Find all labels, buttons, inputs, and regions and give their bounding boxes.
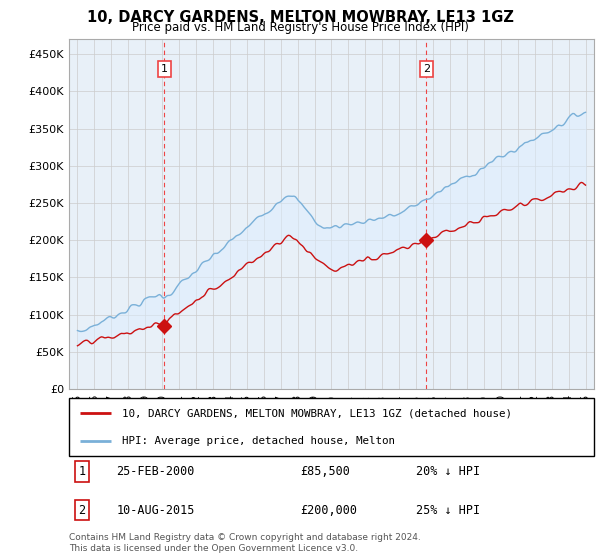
FancyBboxPatch shape	[69, 398, 594, 456]
Text: HPI: Average price, detached house, Melton: HPI: Average price, detached house, Melt…	[121, 436, 395, 446]
Text: 10, DARCY GARDENS, MELTON MOWBRAY, LE13 1GZ (detached house): 10, DARCY GARDENS, MELTON MOWBRAY, LE13 …	[121, 408, 511, 418]
Text: 25-FEB-2000: 25-FEB-2000	[116, 465, 194, 478]
Text: 20% ↓ HPI: 20% ↓ HPI	[415, 465, 479, 478]
Text: 2: 2	[79, 503, 86, 516]
Text: 1: 1	[161, 64, 168, 74]
Text: Contains HM Land Registry data © Crown copyright and database right 2024.
This d: Contains HM Land Registry data © Crown c…	[69, 533, 421, 553]
Text: 10, DARCY GARDENS, MELTON MOWBRAY, LE13 1GZ: 10, DARCY GARDENS, MELTON MOWBRAY, LE13 …	[86, 10, 514, 25]
Text: 1: 1	[79, 465, 86, 478]
Text: 2: 2	[423, 64, 430, 74]
Text: Price paid vs. HM Land Registry's House Price Index (HPI): Price paid vs. HM Land Registry's House …	[131, 21, 469, 34]
Text: 10-AUG-2015: 10-AUG-2015	[116, 503, 194, 516]
Text: £85,500: £85,500	[300, 465, 350, 478]
Text: £200,000: £200,000	[300, 503, 357, 516]
Text: 25% ↓ HPI: 25% ↓ HPI	[415, 503, 479, 516]
